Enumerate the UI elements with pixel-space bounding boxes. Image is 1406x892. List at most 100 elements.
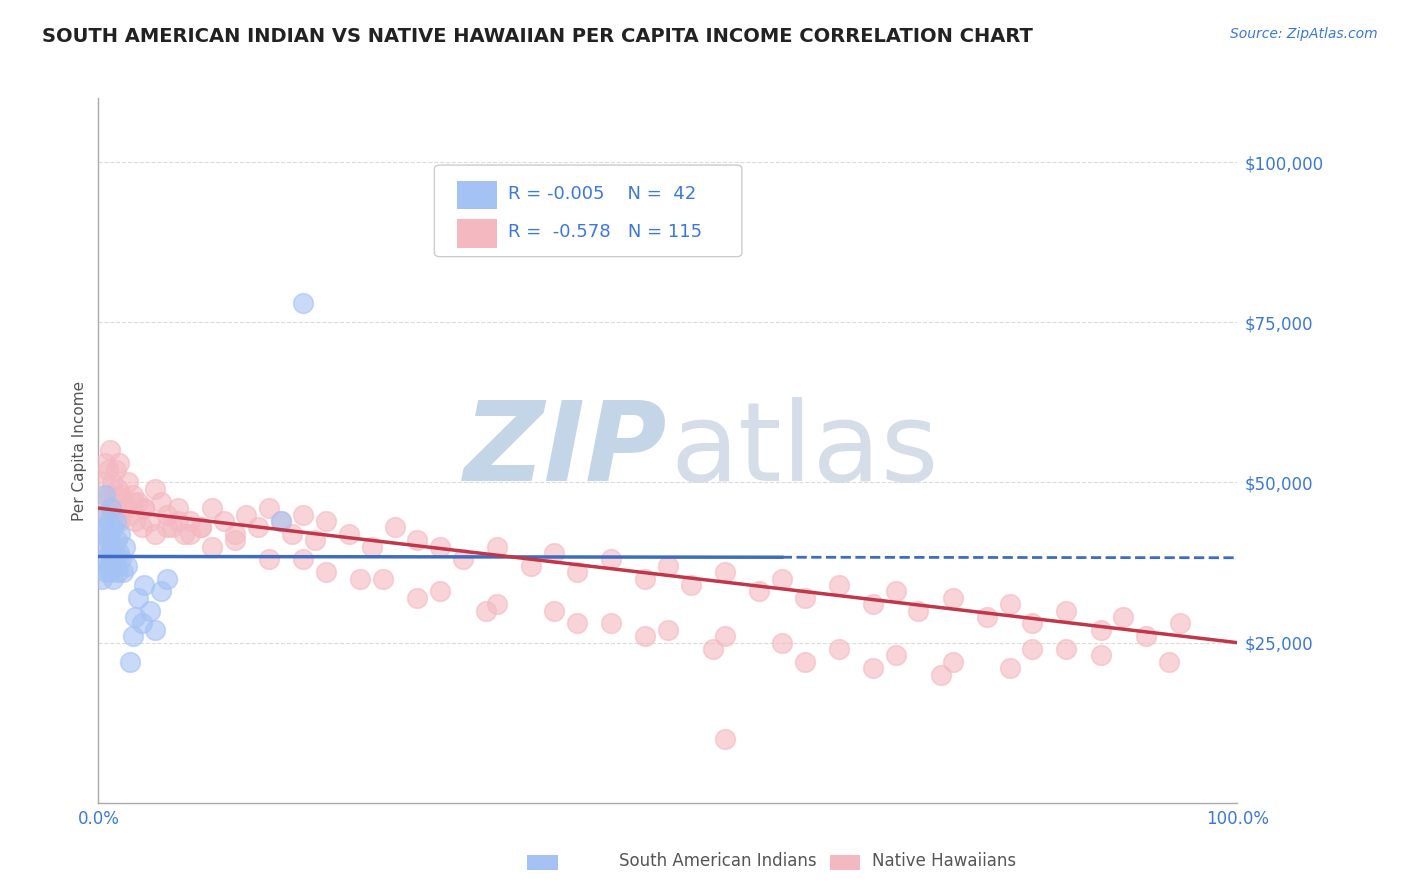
Point [679, 578, 702, 592]
Point [565, 616, 588, 631]
Point [1021, 642, 1043, 657]
Point [770, 635, 793, 649]
Point [201, 540, 224, 554]
Point [190, 520, 212, 534]
Point [98, 443, 121, 458]
Point [138, 604, 160, 618]
Point [94, 488, 117, 502]
Point [828, 578, 851, 592]
Point [235, 508, 257, 522]
Point [110, 552, 132, 566]
Point [105, 501, 128, 516]
Point [98, 565, 121, 579]
Point [103, 546, 125, 560]
Point [104, 558, 127, 573]
Point [862, 661, 884, 675]
FancyBboxPatch shape [457, 181, 498, 210]
Point [246, 520, 269, 534]
Text: R = -0.005    N =  42: R = -0.005 N = 42 [509, 185, 696, 203]
Point [120, 508, 142, 522]
Text: atlas: atlas [671, 397, 939, 504]
Point [121, 629, 143, 643]
Text: Native Hawaiians: Native Hawaiians [872, 852, 1017, 870]
Point [224, 526, 246, 541]
Point [1054, 604, 1078, 618]
Point [132, 578, 155, 592]
Point [384, 520, 406, 534]
Point [145, 482, 167, 496]
Point [96, 520, 118, 534]
Point [429, 540, 451, 554]
Point [520, 558, 543, 573]
Point [1090, 623, 1112, 637]
Point [103, 520, 125, 534]
Point [112, 494, 135, 508]
Point [371, 572, 394, 586]
Point [292, 552, 315, 566]
Text: Source: ZipAtlas.com: Source: ZipAtlas.com [1230, 27, 1378, 41]
Point [315, 565, 337, 579]
Point [793, 591, 815, 605]
Point [132, 501, 155, 516]
Point [108, 526, 131, 541]
Point [94, 456, 117, 470]
Point [657, 623, 679, 637]
Point [101, 540, 124, 554]
Point [105, 533, 128, 548]
Point [150, 584, 173, 599]
Point [259, 501, 281, 516]
Point [600, 616, 623, 631]
FancyBboxPatch shape [457, 219, 498, 247]
Point [281, 526, 304, 541]
Point [486, 597, 509, 611]
Point [121, 494, 143, 508]
Point [117, 475, 139, 490]
Point [91, 514, 114, 528]
Point [543, 604, 565, 618]
Point [91, 526, 114, 541]
Point [360, 540, 382, 554]
Point [1157, 655, 1180, 669]
Point [451, 552, 474, 566]
Point [114, 540, 136, 554]
Point [131, 520, 153, 534]
Point [100, 501, 122, 516]
Point [131, 616, 153, 631]
Point [292, 508, 315, 522]
Point [884, 584, 907, 599]
Point [201, 501, 224, 516]
Point [1021, 616, 1043, 631]
Point [107, 565, 129, 579]
Point [138, 514, 160, 528]
Y-axis label: Per Capita Income: Per Capita Income [72, 380, 87, 521]
Point [173, 526, 195, 541]
Point [127, 494, 149, 508]
Point [748, 584, 770, 599]
Point [110, 488, 132, 502]
Point [107, 482, 129, 496]
Point [179, 514, 201, 528]
Point [1090, 648, 1112, 663]
Point [270, 514, 292, 528]
Point [90, 572, 112, 586]
Point [156, 508, 179, 522]
Point [124, 610, 146, 624]
Point [100, 552, 122, 566]
Point [115, 558, 138, 573]
Point [96, 494, 118, 508]
Point [1054, 642, 1078, 657]
Point [167, 514, 190, 528]
Point [337, 526, 360, 541]
Point [162, 520, 184, 534]
Point [714, 731, 737, 746]
Point [998, 597, 1021, 611]
Point [828, 642, 851, 657]
Point [543, 546, 565, 560]
Point [942, 655, 965, 669]
Point [132, 501, 155, 516]
Point [702, 642, 724, 657]
Point [127, 591, 149, 605]
Point [179, 526, 201, 541]
Point [108, 514, 131, 528]
Point [1112, 610, 1135, 624]
